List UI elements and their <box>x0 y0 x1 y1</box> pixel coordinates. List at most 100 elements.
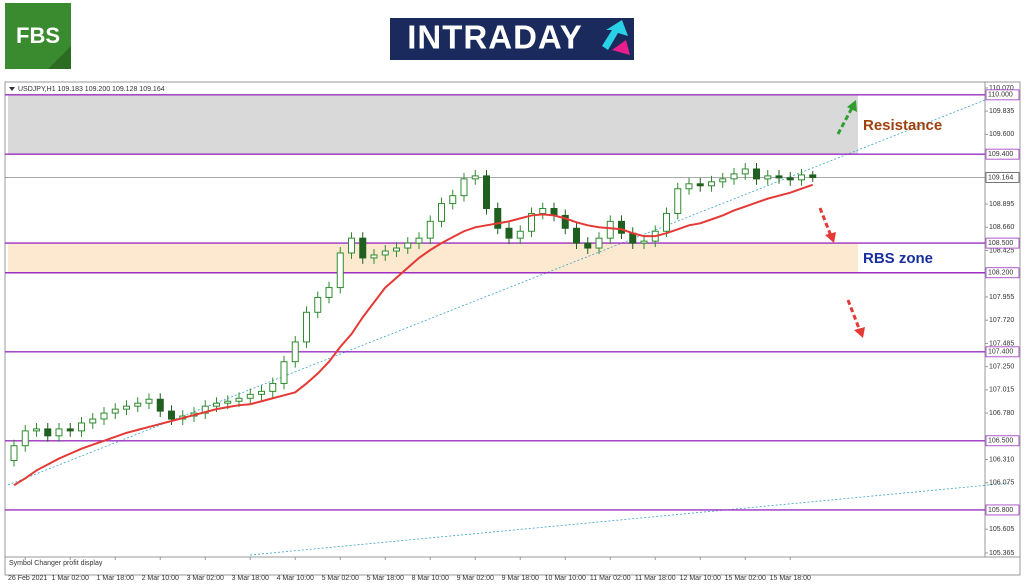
candle-body <box>415 237 423 244</box>
candle-body <box>663 212 670 232</box>
x-tick-label: 10 Mar 10:00 <box>545 575 586 582</box>
candle-body <box>798 174 805 181</box>
y-tick-label: 107.250 <box>989 363 1014 370</box>
x-tick-label: 15 Mar 18:00 <box>770 575 811 582</box>
candle-body <box>55 428 63 437</box>
candle-body <box>741 168 749 175</box>
x-tick-label: 11 Mar 18:00 <box>635 575 676 582</box>
candle-body <box>246 393 254 399</box>
y-tick-label: 106.310 <box>989 456 1014 463</box>
candle-body <box>460 178 468 197</box>
level-label: 109.400 <box>988 151 1013 158</box>
candle-body <box>426 220 434 239</box>
level-label: 110.000 <box>988 92 1013 99</box>
level-label: 108.200 <box>988 270 1013 277</box>
candle-body <box>775 175 783 179</box>
arrow-down <box>846 299 862 332</box>
y-tick-label: 106.075 <box>989 480 1014 487</box>
candle-body <box>89 418 97 424</box>
current-price-label: 109.164 <box>988 174 1013 181</box>
chart-frame <box>4 81 1021 576</box>
candle-body <box>730 173 738 180</box>
candle-body <box>156 398 164 412</box>
candle-body <box>111 408 119 414</box>
arrow-down <box>818 207 833 237</box>
y-tick-label: 109.835 <box>989 108 1014 115</box>
candle-body <box>21 430 29 447</box>
x-tick-label: 1 Mar 02:00 <box>52 575 89 582</box>
logo-fold <box>48 46 71 69</box>
candle-body <box>606 220 614 239</box>
candle-body <box>674 188 682 214</box>
candle-body <box>618 220 625 234</box>
candle-body <box>224 400 232 404</box>
x-tick-label: 2 Mar 10:00 <box>142 575 179 582</box>
x-tick-label: 5 Mar 02:00 <box>322 575 359 582</box>
zone <box>8 94 858 155</box>
candle-body <box>168 410 175 420</box>
candle-body <box>303 311 310 343</box>
x-tick-label: 9 Mar 18:00 <box>502 575 539 582</box>
trend-line <box>249 482 1011 556</box>
candle-body <box>258 390 265 395</box>
candle-body <box>528 212 535 232</box>
candle-body <box>404 242 412 249</box>
x-tick-label: 11 Mar 02:00 <box>590 575 631 582</box>
candle-body <box>640 240 648 244</box>
arrow-head <box>825 232 836 243</box>
candle-body <box>483 175 490 210</box>
candle-body <box>505 227 513 239</box>
y-tick-label: 107.485 <box>989 340 1014 347</box>
x-tick-label: 5 Mar 18:00 <box>367 575 404 582</box>
candle-body <box>348 237 355 254</box>
level-label-box <box>985 237 1020 249</box>
moving-average <box>13 183 814 487</box>
candle-body <box>66 428 74 432</box>
y-tick-label: 108.895 <box>989 201 1014 208</box>
candle-body <box>336 252 344 289</box>
candle-body <box>561 214 569 229</box>
candle-body <box>438 203 445 222</box>
candle-body <box>134 402 142 407</box>
candle-body <box>753 168 760 180</box>
symbol-info: USDJPY,H1 109.183 109.200 109.128 109.16… <box>18 86 165 93</box>
level-label-box <box>985 435 1020 447</box>
y-tick-label: 107.720 <box>989 317 1014 324</box>
y-tick-label: 108.660 <box>989 224 1014 231</box>
x-tick-label: 4 Mar 10:00 <box>277 575 314 582</box>
candle-body <box>539 208 547 214</box>
candle-body <box>719 178 727 183</box>
candle-body <box>44 428 52 437</box>
candle-body <box>708 181 715 187</box>
candle-body <box>145 398 153 404</box>
candle-body <box>314 296 322 313</box>
arrow-head <box>854 327 865 338</box>
x-tick-label: 1 Mar 18:00 <box>97 575 134 582</box>
level-label: 105.800 <box>988 507 1013 514</box>
candle-body <box>325 287 333 298</box>
arrow-head <box>847 100 857 112</box>
candle-body <box>494 208 502 229</box>
x-tick-label: 3 Mar 02:00 <box>187 575 224 582</box>
level-label-box <box>985 148 1020 160</box>
candle-body <box>123 405 130 410</box>
candle-body <box>584 242 592 249</box>
logo: FBS <box>16 23 60 48</box>
symbol-marker <box>9 87 15 91</box>
arrows <box>818 100 865 338</box>
candle-body <box>33 428 40 432</box>
level-label-box <box>985 89 1020 101</box>
y-tick-label: 107.955 <box>989 294 1014 301</box>
level-label: 106.500 <box>988 438 1013 445</box>
arrow-up <box>836 105 855 135</box>
y-tick-label: 105.605 <box>989 526 1014 533</box>
candle-body <box>573 227 580 244</box>
candle-body <box>595 237 603 249</box>
x-tick-label: 8 Mar 10:00 <box>412 575 449 582</box>
zones <box>8 94 858 273</box>
y-tick-label: 109.600 <box>989 131 1014 138</box>
candle-body <box>280 361 288 384</box>
banner-box <box>390 18 634 60</box>
